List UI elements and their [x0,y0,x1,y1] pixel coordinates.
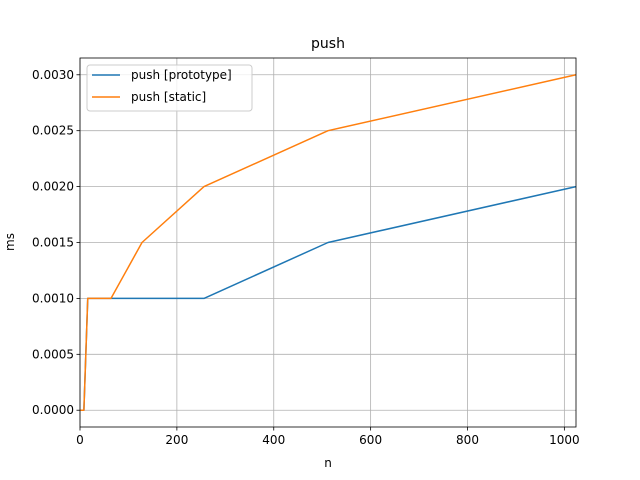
x-tick-label: 400 [262,433,285,447]
y-tick-label: 0.0020 [32,180,74,194]
y-tick-label: 0.0015 [32,236,74,250]
legend-label-2: push [static] [131,90,206,104]
y-tick-label: 0.0030 [32,68,74,82]
y-tick-label: 0.0025 [32,124,74,138]
series-layer [80,74,577,411]
legend-label-1: push [prototype] [131,68,232,82]
y-tick-label: 0.0000 [32,403,74,417]
chart-title: push [311,36,345,52]
x-tick-label: 800 [456,433,479,447]
x-tick-label: 1000 [549,433,580,447]
x-tick-label: 0 [76,433,84,447]
y-axis-ticks: 0.0000 0.0005 0.0010 0.0015 0.0020 0.0025 0.00… [32,68,80,417]
x-tick-label: 200 [165,433,188,447]
series-line-2 [80,74,577,411]
legend-box [86,64,253,112]
x-axis-label: n [324,456,332,470]
x-axis-ticks: 0 200 400 600 800 1000 [76,427,580,447]
y-tick-label: 0.0010 [32,291,74,305]
y-axis-label: ms [3,233,17,251]
y-tick-label: 0.0005 [32,347,74,361]
x-tick-label: 600 [359,433,382,447]
legend: push [prototype] push [static] [86,64,253,112]
